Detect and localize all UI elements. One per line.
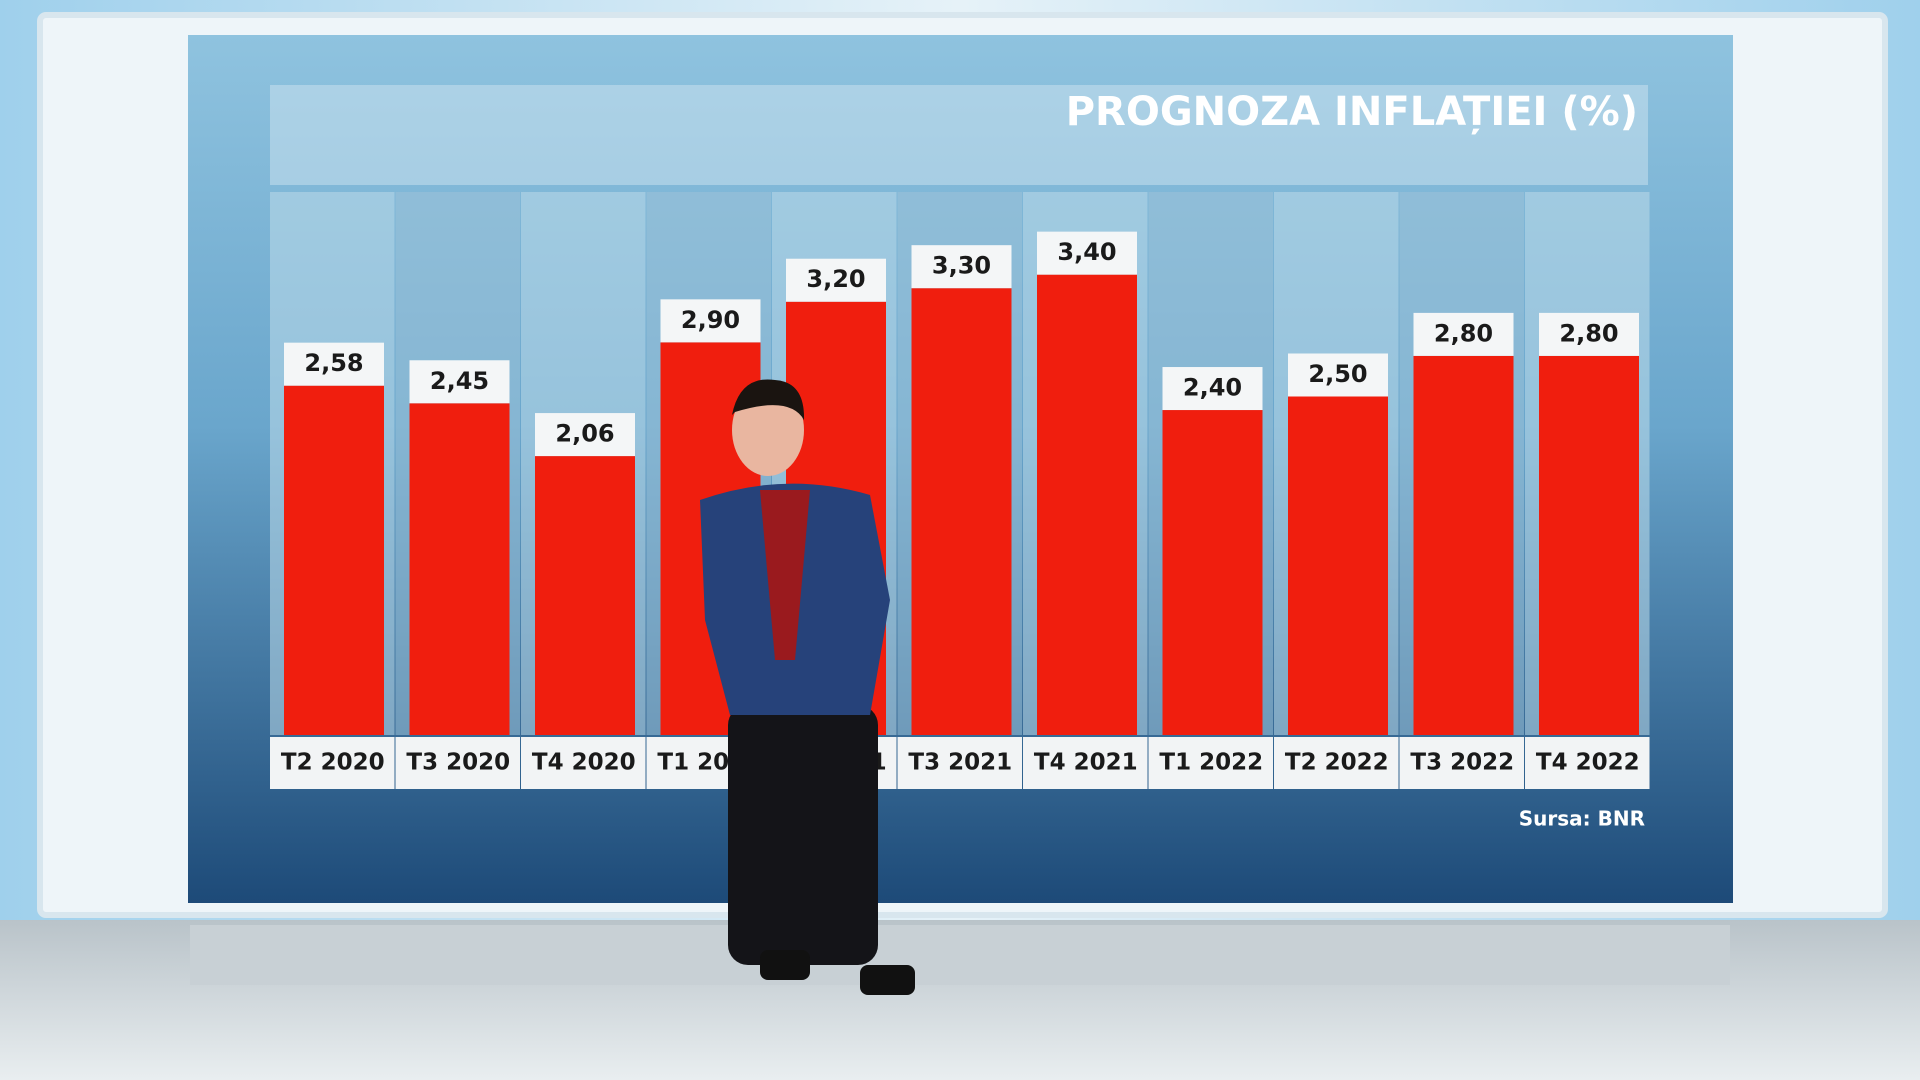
value-label-box xyxy=(1162,367,1263,411)
x-tick-label: T1 2022 xyxy=(1159,750,1263,776)
x-tick-label: T3 2022 xyxy=(1410,750,1514,776)
bar xyxy=(1162,410,1263,735)
presenter-hair xyxy=(732,379,805,420)
bar xyxy=(911,288,1012,735)
x-tick-label: T4 2020 xyxy=(532,750,636,776)
category-box xyxy=(1525,737,1650,789)
bar xyxy=(284,385,384,735)
value-label-box xyxy=(911,245,1012,289)
x-tick-label: T2 2022 xyxy=(1285,750,1389,776)
category-box xyxy=(395,737,520,789)
x-tick-label: T2 2020 xyxy=(281,750,385,776)
value-label-box xyxy=(1539,312,1639,356)
bar xyxy=(535,456,635,735)
value-label-box xyxy=(1413,312,1514,356)
category-box xyxy=(1399,737,1524,789)
x-tick-label: T4 2022 xyxy=(1536,750,1640,776)
x-tick-label: T4 2021 xyxy=(1034,750,1138,776)
value-label: 2,40 xyxy=(1183,374,1242,402)
x-tick-label: T3 2021 xyxy=(908,750,1012,776)
value-label: 2,80 xyxy=(1434,319,1493,347)
category-box xyxy=(1023,737,1148,789)
chart-panel xyxy=(270,85,1648,185)
category-box xyxy=(270,737,395,789)
value-label-box xyxy=(1288,353,1388,397)
value-label-box xyxy=(535,413,635,457)
category-box xyxy=(897,737,1022,789)
x-tick-label: T3 2020 xyxy=(406,750,510,776)
value-label: 2,58 xyxy=(304,349,363,377)
value-label: 2,06 xyxy=(555,420,614,448)
source-note: Sursa: BNR xyxy=(1519,807,1645,831)
value-label-box xyxy=(284,342,384,386)
bar xyxy=(1037,274,1137,735)
value-label: 3,30 xyxy=(932,252,991,280)
value-label-box xyxy=(660,299,761,343)
value-label: 2,90 xyxy=(681,306,740,334)
value-label-box xyxy=(409,360,510,404)
value-label: 2,50 xyxy=(1308,360,1367,388)
category-box xyxy=(521,737,646,789)
presenter-shoe xyxy=(860,965,915,995)
presenter xyxy=(700,379,915,995)
presenter-shirt xyxy=(760,490,810,660)
value-label: 3,20 xyxy=(806,265,865,293)
chart-title: PROGNOZA INFLAȚIEI (%) xyxy=(1066,89,1638,135)
value-label: 2,80 xyxy=(1559,319,1618,347)
bar xyxy=(1413,355,1514,735)
presenter-legs xyxy=(728,705,878,965)
bar xyxy=(1288,396,1388,735)
bar xyxy=(1539,355,1639,735)
value-label: 3,40 xyxy=(1057,238,1116,266)
category-box xyxy=(1274,737,1399,789)
value-label-box xyxy=(1037,231,1137,275)
presenter-shoe xyxy=(760,950,810,980)
value-label: 2,45 xyxy=(430,367,489,395)
bar xyxy=(409,403,510,735)
category-box xyxy=(1148,737,1273,789)
stage-base xyxy=(190,925,1730,985)
value-label-box xyxy=(786,258,886,302)
bars: 2,58 T2 2020 2,45 T3 2020 2,06 T4 2020 2,90 T1 … xyxy=(270,192,1650,789)
